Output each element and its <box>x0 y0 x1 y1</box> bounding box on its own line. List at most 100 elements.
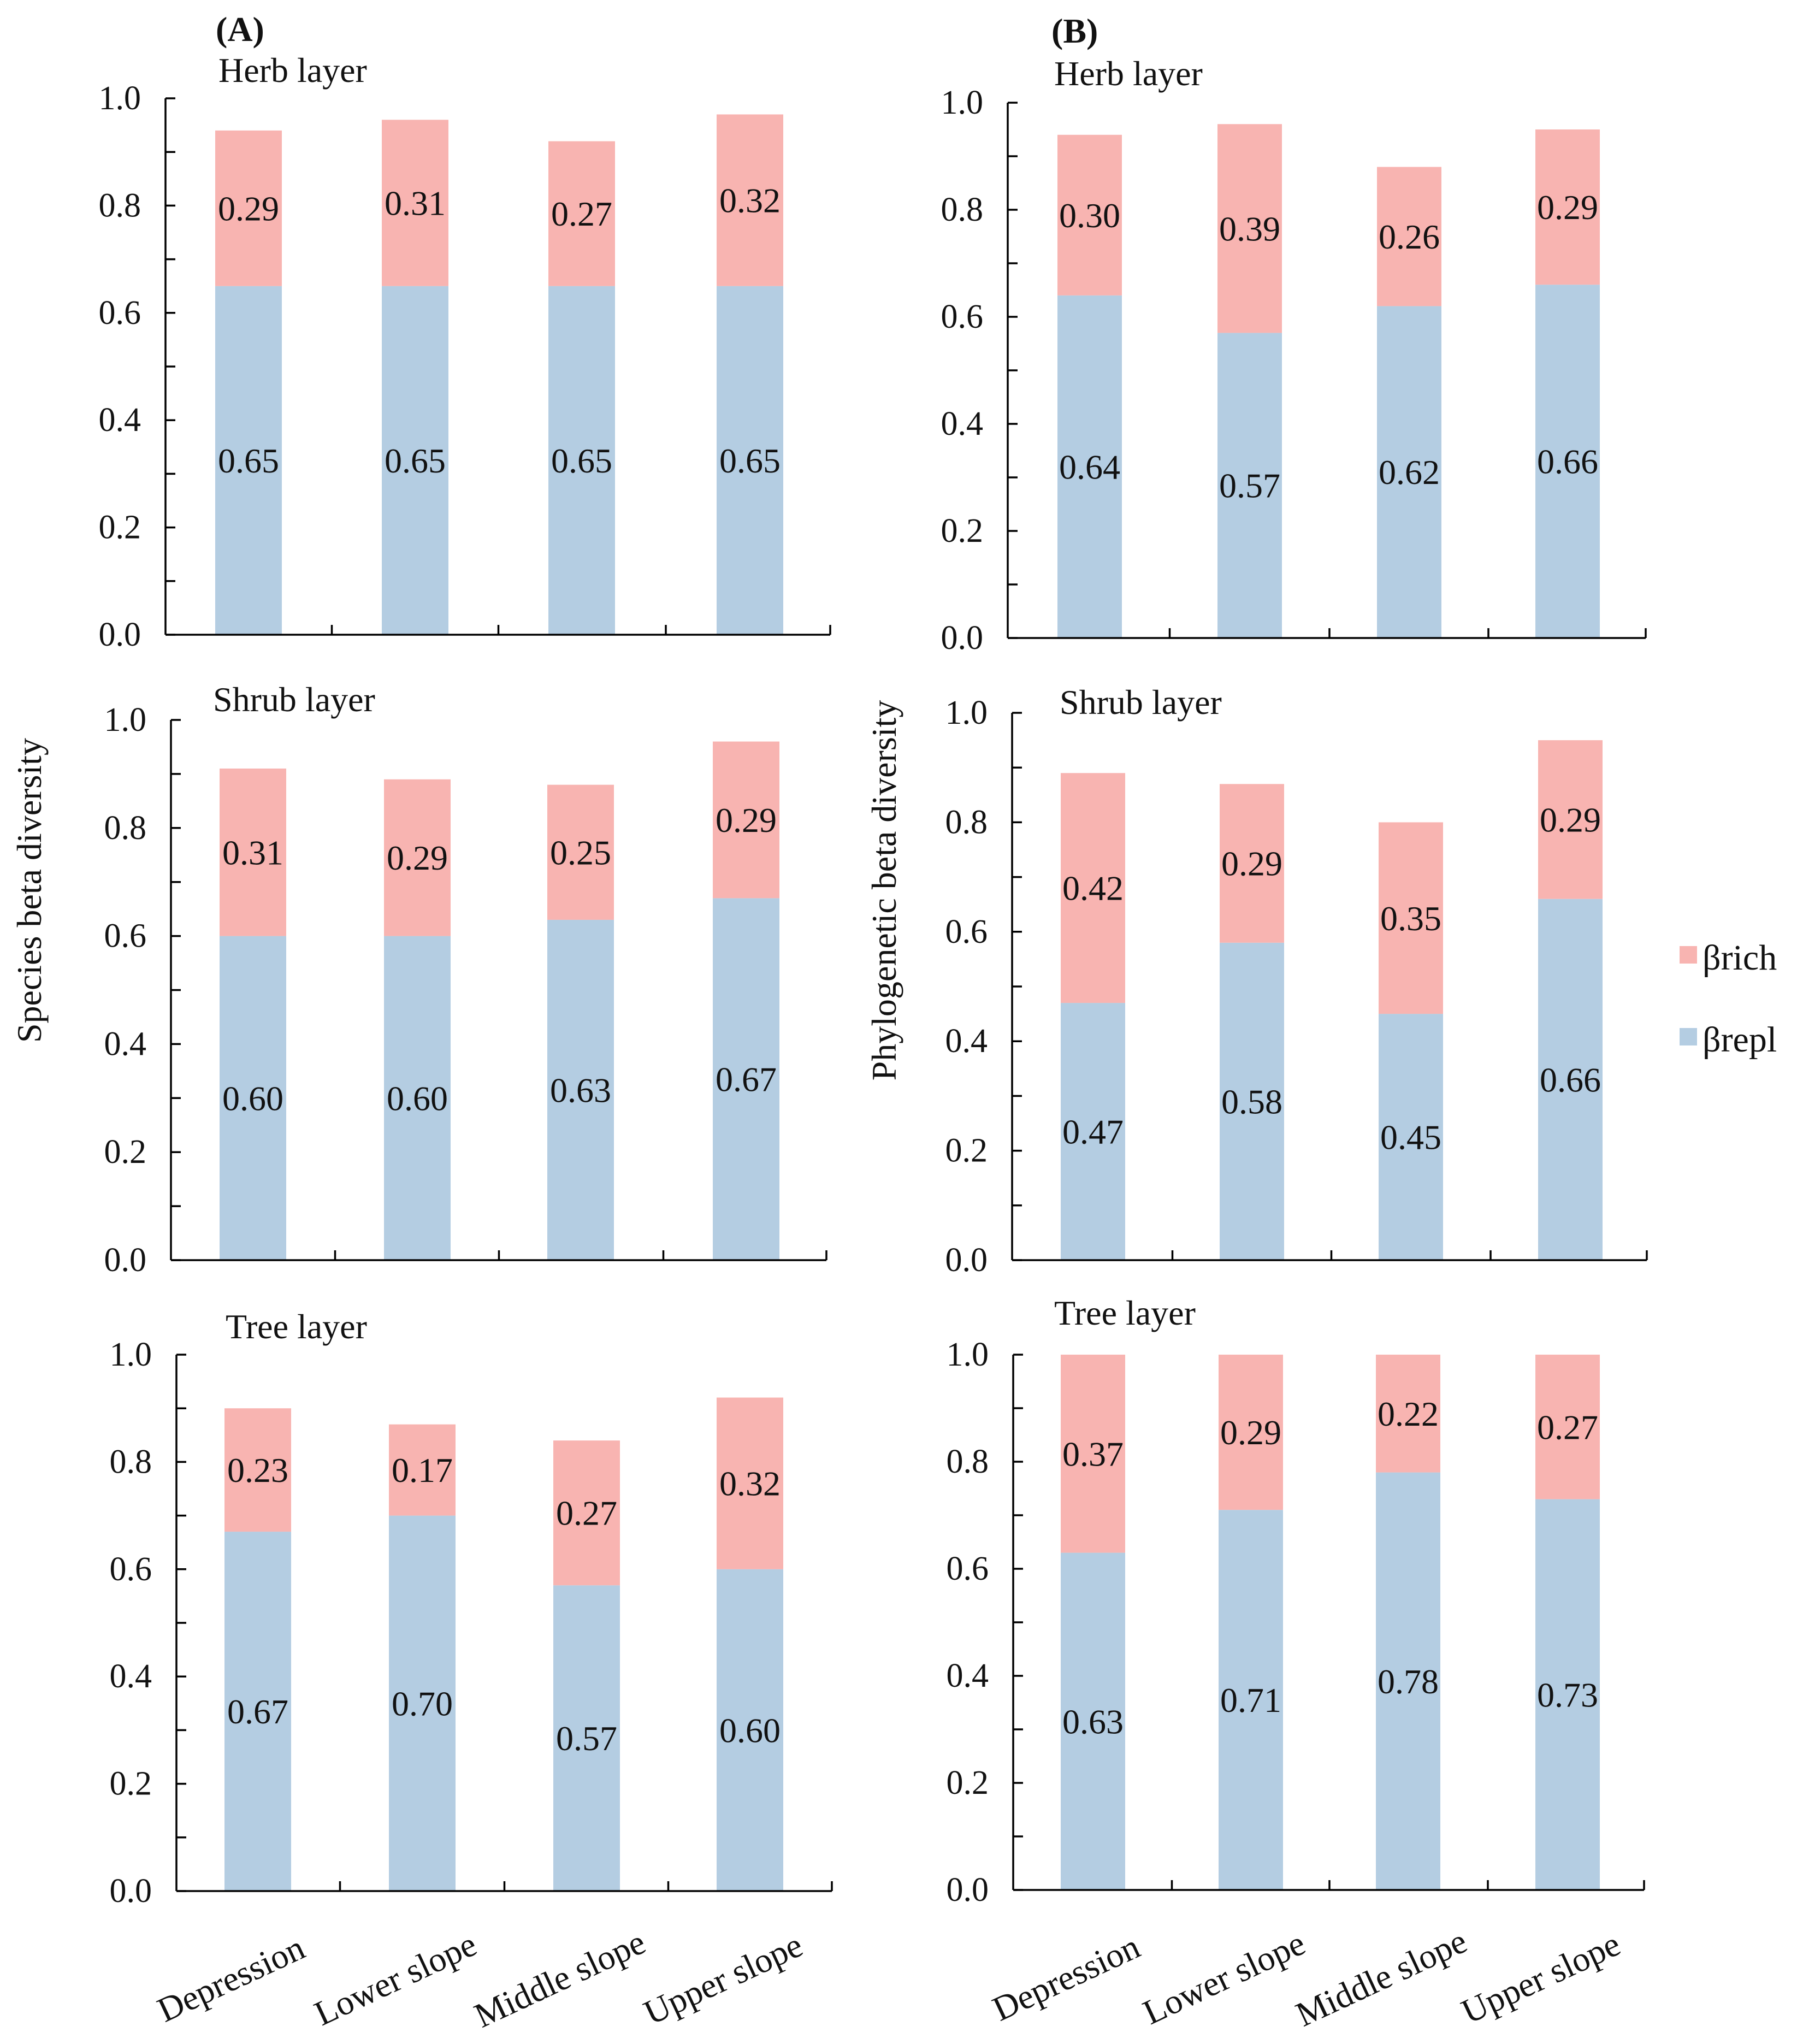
chart-1-0-ytick-label-4: 0.8 <box>941 191 984 228</box>
chart-1-0-label-repl-0: 0.64 <box>1059 447 1120 486</box>
chart-1-2-ytick-label-5: 1.0 <box>947 1336 989 1373</box>
panel-letter-b: (B) <box>1051 11 1098 50</box>
chart-1-0-label-rich-1: 0.39 <box>1219 209 1280 248</box>
y-axis-label-species: Species beta diversity <box>10 738 49 1043</box>
chart-1-0-label-repl-1: 0.57 <box>1219 466 1280 505</box>
chart-1-0-bar-rich-1 <box>1217 124 1282 333</box>
chart-0-1-ytick-label-3: 0.6 <box>104 918 147 955</box>
chart-1-0-label-rich-2: 0.26 <box>1379 217 1440 256</box>
chart-0-0-label-repl-2: 0.65 <box>551 441 612 480</box>
chart-0-2-label-rich-3: 0.32 <box>719 1464 781 1503</box>
charts-group: Herb layer 0.65 0.29 0.65 0.31 0.65 0.27 0.65 0.… <box>99 51 1648 2035</box>
chart-0-1-ytick-label-0: 0.0 <box>104 1242 147 1279</box>
chart-1-1-label-rich-0: 0.42 <box>1062 869 1124 908</box>
chart-0-1-bar-rich-1 <box>384 779 451 936</box>
chart-0-2-label-repl-0: 0.67 <box>227 1692 288 1731</box>
legend-label-rich: βrich <box>1703 938 1777 978</box>
chart-1-0-ytick-label-1: 0.2 <box>941 512 984 550</box>
chart-0-0-title: Herb layer <box>218 51 367 90</box>
chart-0-0-ytick-label-2: 0.4 <box>99 401 141 439</box>
chart-1-1-ytick-label-0: 0.0 <box>945 1242 988 1279</box>
chart-0-0-bar-repl-0 <box>215 286 282 635</box>
chart-0-2-label-rich-1: 0.17 <box>392 1451 453 1490</box>
panel-letter-a: (A) <box>216 10 264 49</box>
legend: βrich βrepl <box>1680 938 1777 1060</box>
chart-1-0-bar-repl-3 <box>1535 285 1600 638</box>
chart-1-2-label-repl-1: 0.71 <box>1220 1681 1281 1720</box>
chart-1-1-ytick-label-5: 1.0 <box>945 694 988 731</box>
chart-1-2-bar-repl-1 <box>1219 1510 1283 1890</box>
chart-1-1-label-rich-1: 0.29 <box>1221 844 1282 883</box>
chart-0-1-label-rich-0: 0.31 <box>222 833 283 872</box>
chart-1-2-label-repl-2: 0.78 <box>1378 1662 1439 1701</box>
chart-1-0-bar-rich-2 <box>1377 167 1441 306</box>
chart-1-0-title: Herb layer <box>1054 54 1203 93</box>
chart-0-2-bar-rich-3 <box>717 1397 783 1569</box>
chart-1-1-label-rich-2: 0.35 <box>1380 899 1441 938</box>
chart-1-0-ytick-label-3: 0.6 <box>941 298 984 335</box>
chart-0-2-bar-repl-1 <box>389 1515 456 1891</box>
chart-0-1-label-rich-1: 0.29 <box>387 838 448 877</box>
chart-0-2-bar-repl-2 <box>553 1585 620 1891</box>
chart-0-1-bar-rich-0 <box>220 769 286 936</box>
chart-0-2-label-repl-1: 0.70 <box>392 1684 453 1723</box>
chart-0-2-label-rich-2: 0.27 <box>556 1494 617 1533</box>
chart-1-1-bar-repl-1 <box>1220 942 1284 1260</box>
chart-0-1-label-repl-3: 0.67 <box>716 1060 777 1099</box>
chart-0-0-label-rich-2: 0.27 <box>551 194 612 233</box>
chart-0-1-bar-rich-2 <box>547 784 614 920</box>
chart-0-0-label-repl-3: 0.65 <box>719 441 781 480</box>
chart-0-2-bar-rich-1 <box>389 1424 456 1516</box>
legend-swatch-repl <box>1680 1028 1697 1045</box>
chart-0-2: Tree layer 0.67 0.23 0.70 0.17 0.57 0.27 0.60 0.… <box>110 1307 833 2035</box>
chart-1-0-bar-repl-2 <box>1377 306 1441 638</box>
chart-1-1-label-rich-3: 0.29 <box>1540 800 1601 839</box>
chart-0-2-ytick-label-0: 0.0 <box>110 1872 152 1910</box>
chart-0-1-bar-repl-3 <box>713 898 779 1260</box>
chart-0-0-label-rich-1: 0.31 <box>385 184 446 222</box>
chart-0-2-category-label-1: Lower slope <box>309 1924 482 2033</box>
chart-1-2-category-label-2: Middle slope <box>1290 1921 1473 2034</box>
chart-1-2-label-rich-0: 0.37 <box>1062 1434 1124 1473</box>
chart-1-1-bar-rich-0 <box>1061 773 1125 1003</box>
chart-0-0-ytick-label-5: 1.0 <box>99 80 141 117</box>
chart-1-2-category-label-1: Lower slope <box>1137 1923 1311 2032</box>
chart-0-1-ytick-label-4: 0.8 <box>104 810 147 847</box>
chart-0-1-ytick-label-2: 0.4 <box>104 1025 147 1062</box>
chart-0-0: Herb layer 0.65 0.29 0.65 0.31 0.65 0.27 0.65 0.… <box>99 51 831 653</box>
chart-0-1-label-rich-2: 0.25 <box>550 833 611 872</box>
chart-1-1-bar-rich-1 <box>1220 784 1284 943</box>
chart-1-2-bar-rich-0 <box>1061 1355 1125 1553</box>
chart-1-0-ytick-label-5: 1.0 <box>941 84 984 121</box>
chart-0-2-ytick-label-5: 1.0 <box>110 1336 152 1373</box>
chart-1-2-bar-repl-3 <box>1535 1499 1600 1890</box>
chart-0-1-bar-repl-1 <box>384 936 451 1260</box>
chart-0-2-ytick-label-1: 0.2 <box>110 1765 152 1803</box>
legend-swatch-rich <box>1680 946 1697 964</box>
chart-1-2-category-label-3: Upper slope <box>1456 1924 1626 2031</box>
chart-1-0-label-rich-0: 0.30 <box>1059 196 1120 235</box>
chart-1-1-label-repl-2: 0.45 <box>1380 1118 1441 1157</box>
chart-0-2-label-rich-0: 0.23 <box>227 1451 288 1490</box>
chart-0-2-ytick-label-4: 0.8 <box>110 1443 152 1480</box>
chart-1-0-bar-rich-3 <box>1535 129 1600 285</box>
chart-1-0-bar-repl-1 <box>1217 333 1282 638</box>
chart-1-0-label-repl-2: 0.62 <box>1379 453 1440 492</box>
chart-0-0-label-rich-0: 0.29 <box>218 189 279 228</box>
chart-1-0-bar-rich-0 <box>1057 134 1122 296</box>
chart-1-1-bar-repl-3 <box>1538 899 1603 1260</box>
chart-0-0-ytick-label-4: 0.8 <box>99 187 141 224</box>
chart-0-0-bar-rich-3 <box>717 114 783 286</box>
chart-1-2-label-rich-2: 0.22 <box>1378 1395 1439 1433</box>
chart-0-1-label-rich-3: 0.29 <box>716 801 777 840</box>
chart-1-0: Herb layer 0.64 0.30 0.57 0.39 0.62 0.26 0.66 0.… <box>941 54 1647 657</box>
chart-0-0-bar-rich-0 <box>215 130 282 286</box>
chart-1-2: Tree layer 0.63 0.37 0.71 0.29 0.78 0.22 0.73 0.… <box>947 1293 1645 2034</box>
chart-1-0-ytick-label-2: 0.4 <box>941 405 984 442</box>
chart-1-2-label-rich-1: 0.29 <box>1220 1413 1281 1452</box>
chart-0-2-bar-repl-0 <box>224 1532 291 1891</box>
chart-0-0-bar-repl-2 <box>548 286 615 635</box>
chart-1-1-ytick-label-2: 0.4 <box>945 1023 988 1060</box>
chart-1-1-ytick-label-1: 0.2 <box>945 1132 988 1169</box>
